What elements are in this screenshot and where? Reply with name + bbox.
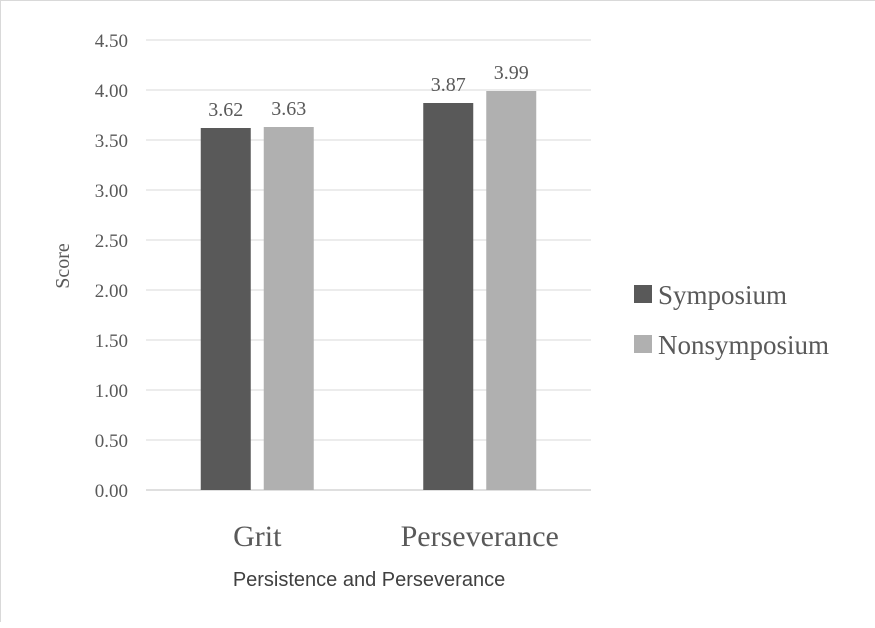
- bar-symposium-grit: [200, 128, 251, 490]
- x-category-label: Grit: [233, 520, 282, 553]
- y-axis-ticks: 0.00 0.50 1.00 1.50 2.00 2.50 3.00 3.50 4.00 4.50: [95, 31, 128, 502]
- y-tick-label: 1.50: [95, 331, 128, 352]
- x-axis-title: Persistence and Perseverance: [233, 569, 505, 591]
- y-tick-label: 0.00: [95, 481, 128, 502]
- data-labels: 3.62 3.63 3.87 3.99: [208, 62, 529, 121]
- y-tick-label: 4.00: [95, 81, 128, 102]
- data-label: 3.87: [431, 74, 466, 96]
- bar-symposium-perseverance: [423, 103, 474, 490]
- bar-nonsymposium-grit: [263, 127, 314, 490]
- y-axis-title: Score: [52, 243, 74, 289]
- legend-swatch-nonsymposium: [634, 335, 652, 353]
- data-label: 3.63: [271, 98, 306, 120]
- y-tick-label: 2.00: [95, 281, 128, 302]
- y-tick-label: 3.00: [95, 181, 128, 202]
- legend-swatch-symposium: [634, 285, 652, 303]
- y-tick-label: 0.50: [95, 431, 128, 452]
- x-axis-categories: Grit Perseverance: [233, 520, 559, 553]
- x-category-label: Perseverance: [401, 520, 559, 553]
- y-tick-label: 1.00: [95, 381, 128, 402]
- data-label: 3.62: [208, 99, 243, 121]
- data-label: 3.99: [494, 62, 529, 84]
- legend-label: Symposium: [658, 280, 787, 310]
- bars: [200, 91, 537, 490]
- legend-label: Nonsymposium: [658, 330, 829, 360]
- y-tick-label: 4.50: [95, 31, 128, 52]
- legend: Symposium Nonsymposium: [634, 280, 829, 360]
- y-tick-label: 3.50: [95, 131, 128, 152]
- bar-nonsymposium-perseverance: [486, 91, 537, 490]
- y-tick-label: 2.50: [95, 231, 128, 252]
